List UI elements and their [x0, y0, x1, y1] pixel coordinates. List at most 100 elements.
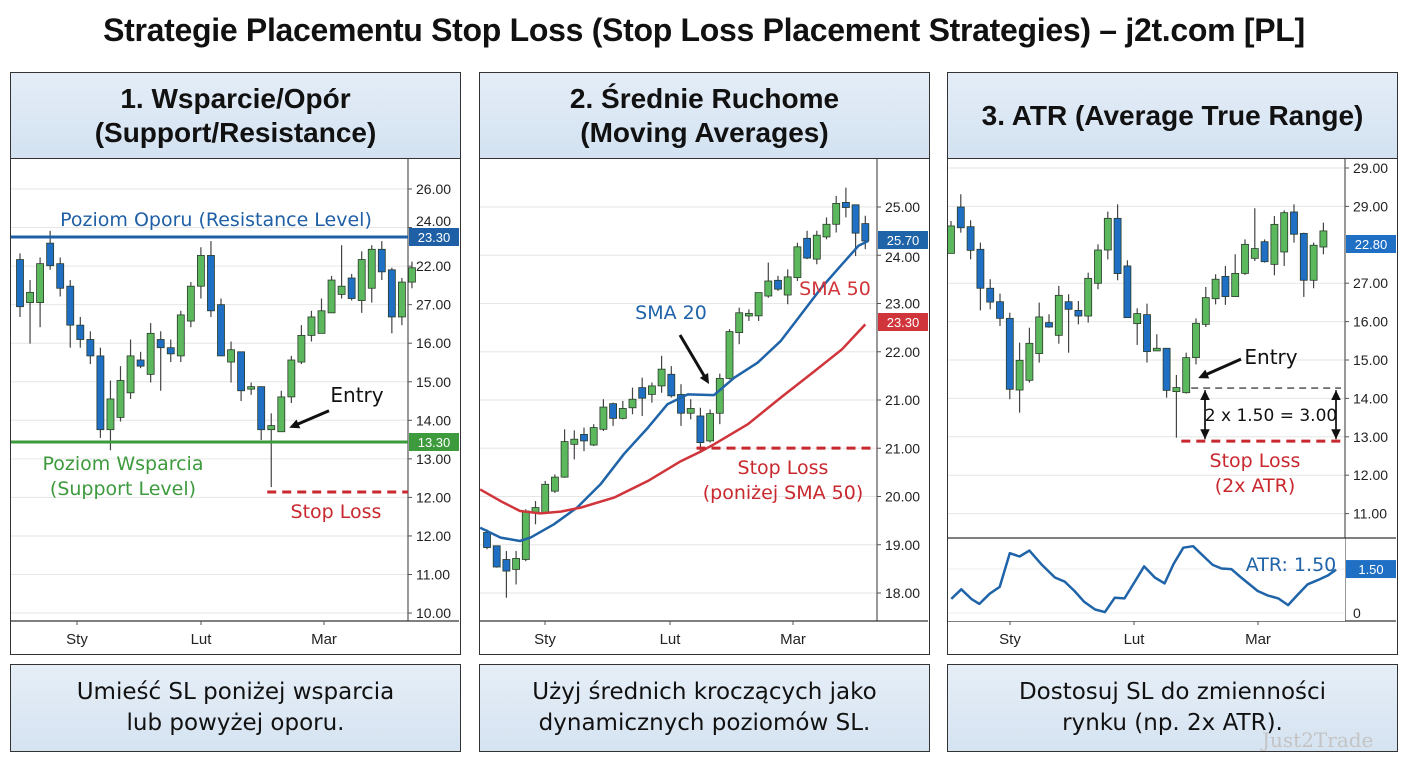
candle-bullish [146, 332, 155, 375]
candle-bullish [735, 312, 744, 333]
y-tick-label: 20.00 [885, 489, 920, 505]
support-price-label-box [409, 433, 459, 451]
candle-bullish [36, 263, 45, 304]
y-tick-label: 16.00 [1353, 314, 1388, 330]
candle-bearish [677, 394, 685, 414]
candle-bearish [492, 545, 501, 568]
candle-bullish [1035, 316, 1044, 354]
entry-label: Entry [1244, 345, 1297, 369]
y-tick-label: 27.00 [416, 297, 451, 313]
candle-bearish [502, 559, 511, 572]
candle-bearish [46, 242, 55, 267]
candle-bullish [186, 285, 195, 322]
sma20-arrow-shaft [678, 334, 708, 380]
atr-value-label-box [1346, 560, 1396, 579]
y-tick-label: 22.00 [416, 258, 451, 274]
entry-arrow-shaft [1203, 357, 1242, 378]
y-tick-label: 12.00 [416, 528, 451, 544]
y-tick-label: 11.00 [416, 567, 450, 583]
candle-bullish [196, 255, 205, 287]
candle-bearish [1123, 265, 1132, 319]
entry-arrow-head [289, 419, 301, 429]
support-label: (Support Level) [50, 478, 196, 500]
panel-title-line1: 2. Średnie Ruchome [569, 82, 840, 114]
sma50-price-label-box [878, 313, 928, 331]
y-tick-label: 21.00 [885, 440, 920, 456]
sma20-price-label-box [878, 230, 928, 249]
candle-bullish [247, 386, 256, 390]
candle-bullish [754, 292, 763, 317]
candle-bullish [706, 413, 715, 442]
candle-bearish [1064, 301, 1073, 310]
candle-bearish [1221, 275, 1230, 297]
distance-arrow-down-head [1200, 429, 1210, 440]
y-tick-label: 14.00 [416, 412, 451, 428]
candle-bullish [397, 281, 406, 318]
atr-pane-bg [948, 538, 1345, 621]
candle-bullish [1231, 272, 1240, 297]
candle-bearish [217, 304, 225, 357]
caption-atr: Dostosuj SL do zmienności rynku (np. 2x A… [947, 664, 1398, 752]
y-tick-label: 15.00 [416, 374, 451, 390]
candle-bullish [317, 310, 326, 334]
candle-bearish [96, 355, 105, 431]
candle-bullish [1182, 357, 1191, 394]
candle-bearish [257, 386, 266, 431]
candle-bearish [387, 269, 396, 318]
caption-moving-averages: Użyj średnich kroczących jako dynamicznyc… [479, 664, 930, 752]
stop-loss-label: Stop Loss [1210, 450, 1301, 472]
candle-bullish [1211, 278, 1220, 300]
sma20-label: SMA 20 [635, 302, 707, 324]
candle-bearish [76, 324, 85, 340]
caption-line2: rynku (np. 2x ATR). [1062, 710, 1283, 736]
distance-arrow-down-head [1331, 429, 1341, 440]
moving-averages-chart: 25.00 24.00 23.00 22.00 21.00 21.00 20.00 19.00… [480, 159, 928, 648]
y-tick-label: 21.00 [885, 392, 920, 408]
candle-bullish [599, 406, 608, 430]
resistance-price-label-box [409, 228, 459, 246]
candle-bullish [764, 280, 773, 297]
candle-bullish [589, 427, 598, 446]
sma50-price-label: 23.30 [887, 315, 920, 330]
candle-bullish [1094, 249, 1102, 284]
candle-bullish [1054, 294, 1063, 336]
y-tick-label: 12.00 [416, 489, 451, 505]
candle-bearish [156, 339, 165, 349]
candle-bullish [1084, 277, 1093, 317]
resistance-price-label: 23.30 [418, 230, 451, 245]
y-tick-label: 12.00 [1353, 467, 1388, 483]
candle-bearish [347, 277, 356, 299]
candle-bullish [337, 285, 346, 295]
panel-header: 1. Wsparcie/Opór (Support/Resistance) [11, 73, 460, 159]
x-tick-label: Sty [66, 631, 88, 648]
panel-title-line1: 1. Wsparcie/Opór [120, 82, 351, 114]
candle-bullish [1280, 212, 1289, 253]
x-tick-label: Mar [1245, 631, 1271, 648]
candle-bullish [948, 225, 955, 254]
candle-bullish [1133, 313, 1142, 325]
candle-bearish [667, 373, 676, 397]
candle-bullish [783, 276, 792, 296]
candle-bullish [1103, 217, 1112, 251]
candle-bullish [1309, 244, 1318, 281]
sma20-line [480, 239, 869, 543]
candle-bullish [1250, 248, 1259, 259]
candle-bearish [207, 255, 215, 312]
candle-bullish [1192, 322, 1200, 359]
last-price-label-box [1346, 235, 1396, 253]
candle-bullish [408, 267, 416, 283]
candle-bullish [1241, 243, 1249, 274]
panel-moving-averages: 2. Średnie Ruchome (Moving Averages) 25.0… [479, 72, 930, 655]
candle-bearish [166, 347, 175, 355]
candle-bullish [725, 331, 734, 379]
candle-bullish [812, 234, 821, 260]
panel-header: 2. Średnie Ruchome (Moving Averages) [480, 73, 929, 159]
support-resistance-chart: 26.00 24.00 22.00 27.00 16.00 15.00 14.00 13.00… [11, 159, 459, 648]
candle-bullish [116, 380, 125, 418]
candle-bearish [986, 287, 995, 303]
candle-bullish [541, 483, 550, 514]
candle-bullish [1152, 347, 1161, 352]
candle-bearish [136, 359, 145, 367]
candle-bearish [377, 248, 386, 273]
candle-bullish [106, 398, 115, 431]
